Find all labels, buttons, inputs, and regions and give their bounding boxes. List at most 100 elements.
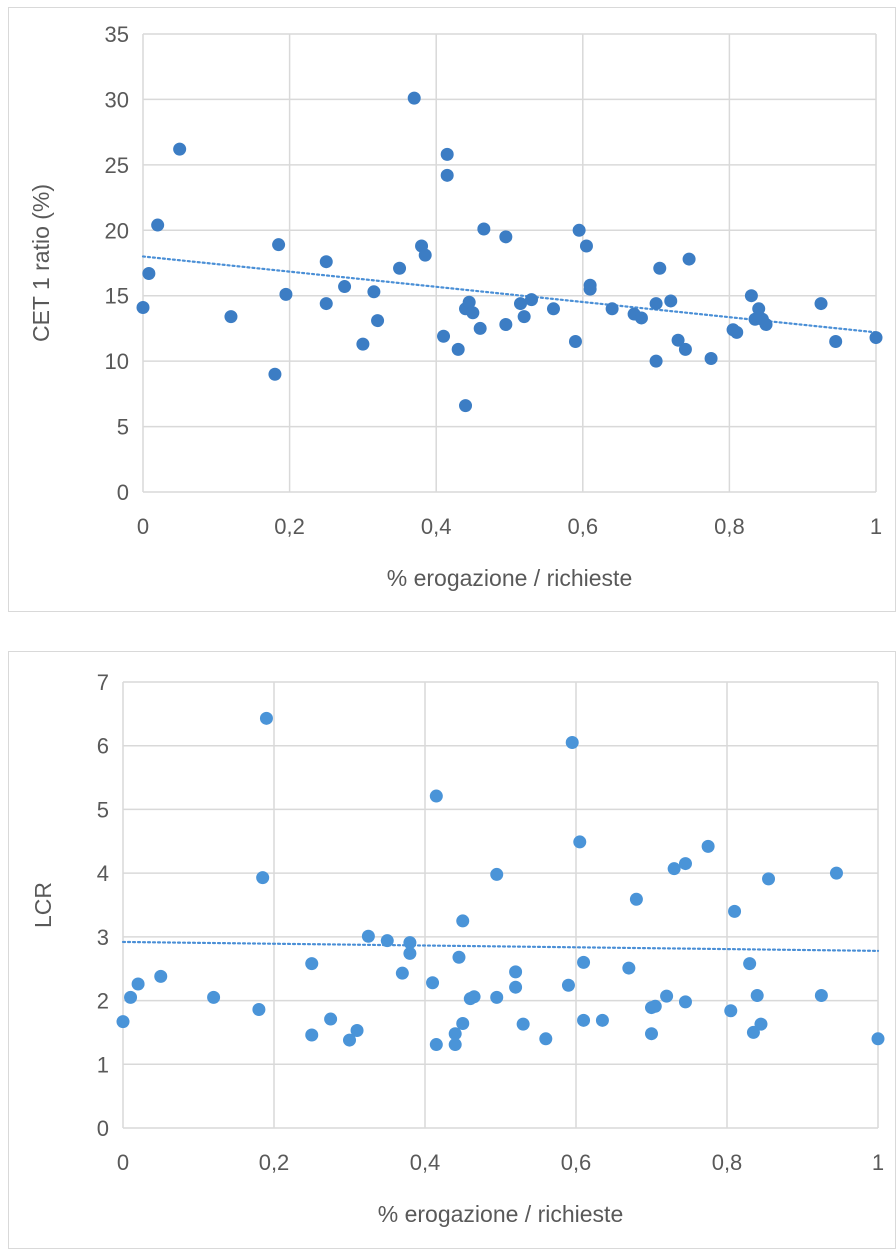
data-point — [367, 285, 381, 299]
data-point — [466, 306, 480, 320]
lcr-scatter-chart: 0 0,2 0,4 0,6 0,8 1 0 1 2 3 4 5 6 7 % erogazione / ric… — [30, 670, 885, 1227]
data-point — [577, 1013, 591, 1027]
data-point — [539, 1032, 553, 1046]
data-point — [371, 314, 385, 328]
data-point — [814, 988, 828, 1002]
data-point — [403, 946, 417, 960]
x-axis-title: % erogazione / richieste — [387, 565, 632, 591]
data-point — [380, 934, 394, 948]
y-tick-label: 5 — [117, 415, 129, 440]
data-point — [629, 892, 643, 906]
data-point — [645, 1027, 658, 1041]
data-point — [124, 990, 138, 1004]
data-point — [701, 839, 715, 853]
data-point — [268, 367, 282, 381]
data-point — [256, 871, 270, 885]
data-point — [437, 329, 451, 343]
data-point — [730, 325, 744, 339]
data-point — [750, 988, 764, 1002]
data-point — [429, 1038, 443, 1052]
data-point — [131, 977, 145, 991]
data-point — [393, 261, 407, 275]
data-point — [361, 929, 375, 943]
data-point — [418, 248, 432, 262]
data-point — [744, 289, 758, 303]
data-point — [142, 266, 156, 280]
data-point — [116, 1015, 130, 1029]
data-point — [634, 311, 648, 325]
x-tick-label: 0,2 — [259, 1150, 290, 1175]
chart-panel-lcr: 0 0,2 0,4 0,6 0,8 1 0 1 2 3 4 5 6 7 % erogazione / ric… — [8, 651, 896, 1249]
y-tick-label: 15 — [105, 284, 129, 309]
data-point — [869, 331, 883, 345]
data-point — [319, 297, 333, 311]
data-point — [499, 318, 513, 332]
data-point — [350, 1024, 364, 1038]
data-point — [516, 1017, 530, 1031]
x-tick-label: 1 — [870, 514, 882, 539]
x-tick-label: 0 — [137, 514, 149, 539]
data-point — [829, 866, 843, 880]
data-point — [324, 1012, 338, 1026]
x-tick-label: 0,4 — [421, 514, 452, 539]
y-tick-label: 35 — [105, 22, 129, 47]
data-point — [579, 239, 593, 253]
y-tick-label: 2 — [97, 989, 109, 1014]
y-tick-label: 1 — [97, 1052, 109, 1077]
data-point — [395, 966, 409, 980]
x-tick-label: 0 — [117, 1150, 129, 1175]
data-point — [173, 142, 187, 156]
x-tick-label: 1 — [872, 1150, 884, 1175]
data-point — [407, 91, 421, 105]
y-tick-label: 0 — [97, 1116, 109, 1141]
data-point — [356, 337, 370, 351]
data-point — [440, 168, 454, 182]
data-point — [568, 335, 582, 349]
x-axis-title: % erogazione / richieste — [378, 1201, 623, 1227]
data-point — [583, 282, 597, 296]
data-point — [565, 736, 579, 750]
data-point — [279, 287, 293, 301]
data-point — [448, 1038, 462, 1052]
data-point — [667, 862, 681, 876]
data-point — [595, 1013, 609, 1027]
data-point — [724, 1004, 738, 1018]
data-point — [648, 999, 662, 1013]
data-point — [622, 961, 636, 975]
data-point — [660, 989, 674, 1003]
data-point — [272, 238, 286, 252]
data-point — [456, 1017, 470, 1031]
data-point — [605, 302, 619, 316]
data-point — [451, 342, 465, 356]
data-point — [682, 252, 696, 266]
data-point — [509, 980, 523, 994]
data-point — [649, 297, 663, 311]
data-point — [151, 218, 165, 232]
data-point — [136, 300, 150, 314]
data-point — [546, 302, 560, 316]
data-point — [509, 965, 523, 979]
data-point — [490, 990, 504, 1004]
data-point — [759, 318, 773, 332]
y-tick-label: 7 — [97, 670, 109, 695]
data-point — [462, 295, 476, 309]
data-point — [664, 294, 678, 308]
data-point — [829, 335, 843, 349]
data-point — [456, 914, 470, 928]
data-point — [678, 857, 692, 871]
data-point — [426, 976, 440, 990]
x-tick-label: 0,8 — [712, 1150, 743, 1175]
data-point — [499, 230, 513, 244]
data-point — [459, 399, 473, 413]
data-point — [573, 835, 587, 849]
data-point — [577, 955, 591, 969]
data-point — [671, 333, 685, 347]
data-point — [814, 297, 828, 311]
data-point — [452, 950, 466, 964]
data-point — [429, 789, 443, 803]
data-point — [513, 297, 527, 311]
data-point — [403, 936, 417, 950]
y-tick-label: 25 — [105, 153, 129, 178]
data-point — [754, 1017, 768, 1031]
